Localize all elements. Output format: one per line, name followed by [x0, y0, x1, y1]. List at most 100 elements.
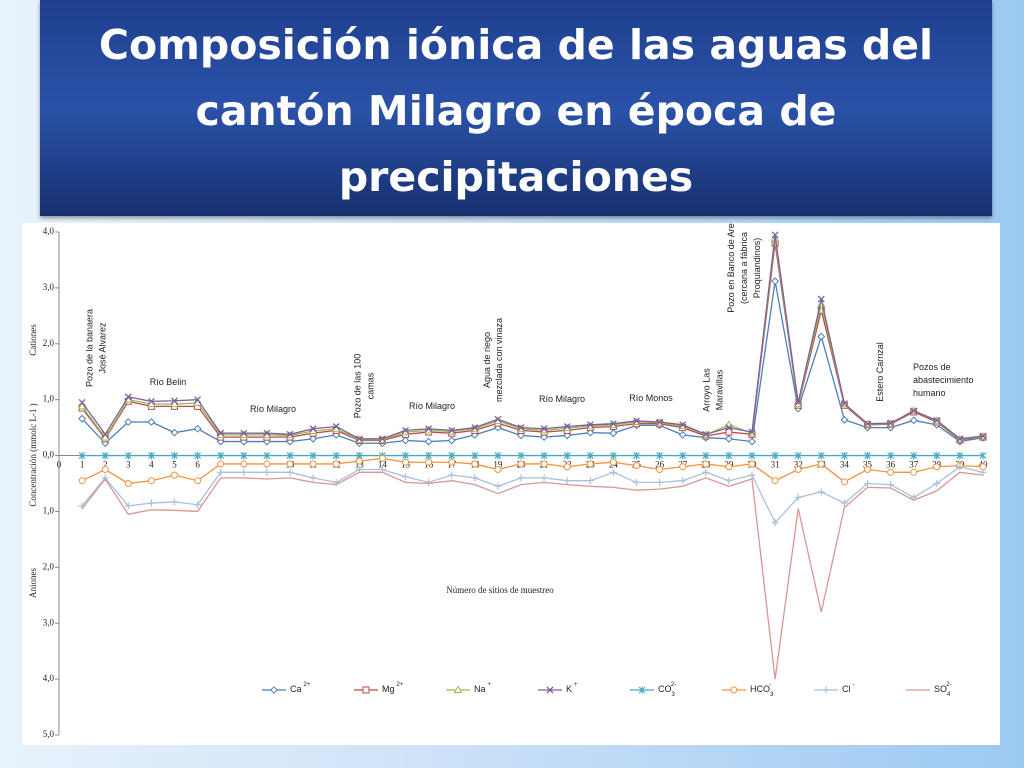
marker	[101, 466, 109, 474]
marker	[586, 477, 594, 485]
x-tick-label: 36	[886, 460, 896, 470]
annotation: Pozos de abastecimiento humano	[913, 362, 974, 398]
marker	[217, 452, 225, 460]
annotation-line: Río Milagro	[409, 401, 455, 411]
marker	[956, 452, 964, 460]
marker	[933, 452, 941, 460]
marker	[494, 452, 502, 460]
y-tick-label: 4,0	[43, 226, 55, 236]
marker	[448, 458, 456, 466]
marker	[771, 452, 779, 460]
x-tick-label: 0	[57, 460, 62, 470]
marker	[610, 452, 617, 460]
legend-sup: -	[853, 682, 855, 688]
legend-name: CO	[658, 684, 672, 694]
marker	[100, 433, 110, 441]
marker	[309, 460, 317, 468]
legend-sup: 2+	[304, 682, 311, 688]
annotation: Río Milagro	[250, 404, 296, 414]
annotation: Pozo de la banaera José Alvarez	[85, 309, 108, 387]
marker	[910, 468, 918, 476]
legend-label: SO4 2-	[934, 682, 952, 698]
marker	[540, 460, 548, 468]
marker	[679, 463, 687, 471]
annotation-line: Pozo en Banco de Are	[726, 223, 736, 313]
marker	[702, 452, 710, 460]
marker	[217, 429, 225, 437]
marker	[633, 417, 640, 425]
marker	[540, 452, 548, 460]
marker	[148, 452, 155, 460]
marker	[124, 452, 132, 460]
marker	[864, 452, 871, 460]
marker	[887, 419, 895, 427]
marker	[840, 478, 848, 486]
marker	[240, 468, 248, 476]
annotation: Agua de riego mezclada con vinaza	[482, 318, 504, 402]
x-tick-label: 34	[840, 460, 850, 470]
annotation-line: Estero Carrizal	[875, 342, 885, 402]
legend-name: HCO	[750, 684, 770, 694]
y-tick-label: 4,0	[43, 673, 55, 683]
marker	[909, 416, 918, 425]
marker	[471, 474, 479, 482]
marker	[748, 471, 756, 479]
marker	[494, 466, 502, 474]
marker	[563, 452, 571, 460]
marker	[910, 407, 918, 415]
legend-label: Na +	[474, 682, 492, 695]
marker	[725, 477, 733, 485]
legend-sub: 4	[947, 692, 951, 698]
marker	[563, 463, 571, 471]
marker	[840, 499, 848, 507]
x-tick-label: 35	[863, 460, 873, 470]
y-tick-label: 2,0	[43, 561, 55, 571]
legend-sup: -	[769, 682, 771, 688]
marker	[332, 460, 340, 468]
marker	[887, 452, 894, 460]
marker	[979, 432, 987, 440]
legend-label: HCO3 -	[750, 682, 774, 698]
marker	[748, 452, 756, 460]
marker	[517, 474, 525, 482]
marker	[517, 452, 525, 460]
marker	[171, 452, 178, 460]
marker	[332, 452, 340, 460]
legend-name: Cl	[842, 684, 851, 694]
marker	[355, 435, 363, 443]
marker	[147, 397, 155, 405]
x-tick-label: 5	[172, 460, 177, 470]
marker	[679, 477, 687, 485]
marker	[933, 416, 941, 424]
marker	[979, 452, 987, 460]
legend-label: Cl -	[842, 682, 855, 695]
annotation-line: (cercana a fábrica	[739, 232, 749, 304]
marker	[78, 399, 86, 406]
marker	[332, 423, 340, 430]
legend-label: K +	[566, 682, 578, 695]
marker	[286, 460, 294, 468]
marker	[817, 332, 826, 341]
x-tick-label: 1	[80, 460, 85, 470]
marker	[309, 452, 317, 460]
marker	[101, 430, 109, 438]
y-axis-label-top: Cationes	[28, 324, 38, 356]
x-tick-label: 6	[195, 460, 200, 470]
annotation: Río Monos	[629, 393, 673, 403]
annotation: Río Belin	[150, 377, 187, 387]
marker	[822, 686, 830, 694]
annotation-line: Río Belin	[150, 377, 187, 387]
annotation-line: abastecimiento	[913, 375, 974, 385]
x-tick-label: 19	[493, 460, 503, 470]
marker	[78, 452, 86, 460]
marker	[633, 452, 640, 460]
marker	[448, 426, 456, 434]
y-tick-label: 3,0	[43, 617, 55, 627]
marker	[194, 501, 202, 509]
marker	[124, 393, 132, 401]
marker	[656, 466, 664, 474]
marker	[771, 519, 779, 527]
marker	[193, 424, 202, 433]
marker	[864, 466, 871, 474]
marker	[586, 421, 594, 429]
